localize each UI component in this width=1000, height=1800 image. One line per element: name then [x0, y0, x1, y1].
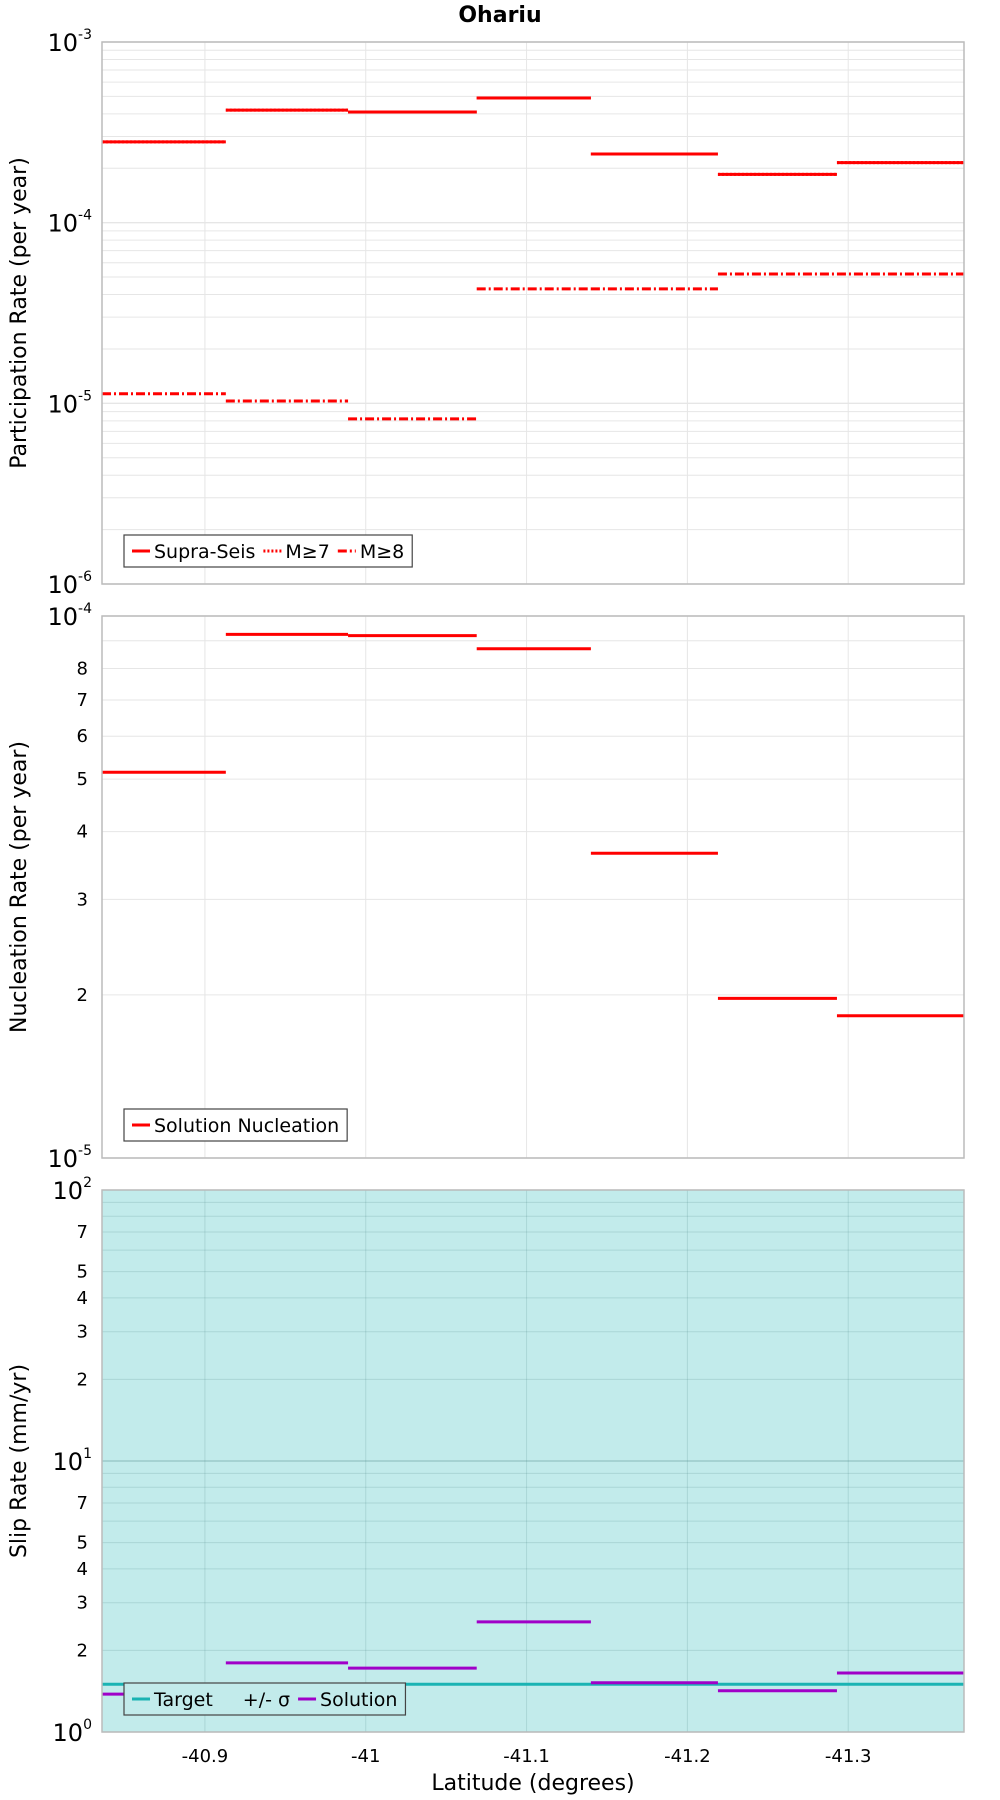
- sigma-band: [102, 1190, 964, 1732]
- y-minor-tick-label: 5: [77, 1262, 88, 1283]
- x-tick-label: -41.3: [825, 1746, 872, 1767]
- participation-rate-panel: 10-3 10-4 10-5 10-6 Participation Rate (per…: [7, 27, 965, 599]
- plot-frame: [101, 615, 965, 1159]
- x-tick-label: -41: [351, 1746, 380, 1767]
- legend: Solution Nucleation: [123, 1108, 348, 1142]
- y-minor-tick-label: 8: [77, 659, 88, 680]
- legend-label-m7: M≥7: [285, 541, 329, 563]
- legend-label-m8: M≥8: [360, 541, 404, 563]
- y-minor-tick-label: 5: [77, 769, 88, 790]
- y-tick-label: 10-6: [47, 569, 92, 599]
- y-tick-label: 10-3: [47, 27, 92, 57]
- nucleation-rate-panel: 10-4 10-5 8 7 6 5 4 3 2 Nucleation Rate (per yea…: [7, 601, 965, 1173]
- y-tick-label: 102: [53, 1175, 92, 1205]
- grid: [102, 41, 964, 585]
- y-tick-label: 100: [53, 1717, 92, 1747]
- y-minor-tick-label: 3: [77, 1593, 88, 1614]
- x-tick-labels: -40.9 -41 -41.1 -41.2 -41.3: [182, 1746, 872, 1767]
- y-tick-labels: 102 101 100 7 5 4 3 2 7 5 4 3 2: [53, 1175, 92, 1747]
- y-minor-tick-label: 2: [77, 1369, 88, 1390]
- plot-frame: [101, 1189, 965, 1733]
- y-tick-label: 10-4: [47, 208, 92, 238]
- y-tick-label: 101: [53, 1446, 92, 1476]
- sigma-band-fill: [102, 1190, 964, 1732]
- grid: [102, 1189, 964, 1733]
- y-minor-tick-label: 6: [77, 726, 88, 747]
- x-tick-label: -41.2: [664, 1746, 711, 1767]
- y-tick-labels: 10-3 10-4 10-5 10-6: [47, 27, 92, 599]
- x-tick-label: -41.1: [503, 1746, 550, 1767]
- y-minor-tick-label: 4: [77, 1559, 88, 1580]
- legend-label-solution-nucleation: Solution Nucleation: [154, 1115, 339, 1137]
- legend: Supra-Seis M≥7 M≥8: [123, 534, 413, 568]
- grid: [102, 615, 964, 1159]
- plot-frame: [101, 41, 965, 585]
- y-minor-tick-label: 2: [77, 985, 88, 1006]
- series: [102, 632, 964, 1018]
- y-tick-label: 10-5: [47, 1143, 92, 1173]
- legend-swatch-sigma: [222, 1694, 237, 1704]
- legend-label-sigma: +/- σ: [243, 1689, 290, 1711]
- y-axis-label: Slip Rate (mm/yr): [7, 1364, 32, 1558]
- y-minor-tick-label: 5: [77, 1533, 88, 1554]
- legend: Target +/- σ Solution: [123, 1682, 407, 1716]
- y-axis-label: Nucleation Rate (per year): [7, 741, 32, 1033]
- y-minor-tick-label: 7: [77, 690, 88, 711]
- y-tick-label: 10-5: [47, 388, 92, 418]
- y-minor-tick-label: 4: [77, 1288, 88, 1309]
- y-minor-tick-label: 7: [77, 1493, 88, 1514]
- y-tick-label: 10-4: [47, 601, 92, 631]
- legend-box: [123, 1682, 407, 1716]
- y-tick-labels: 10-4 10-5 8 7 6 5 4 3 2: [47, 601, 92, 1173]
- legend-label-target: Target: [153, 1689, 213, 1711]
- y-minor-tick-label: 3: [77, 889, 88, 910]
- series: [102, 96, 964, 421]
- y-minor-tick-label: 3: [77, 1322, 88, 1343]
- x-tick-label: -40.9: [182, 1746, 229, 1767]
- y-minor-tick-label: 4: [77, 822, 88, 843]
- legend-label-solution: Solution: [320, 1689, 397, 1711]
- chart-title: Ohariu: [458, 3, 541, 28]
- y-minor-tick-label: 7: [77, 1222, 88, 1243]
- y-minor-tick-label: 2: [77, 1640, 88, 1661]
- y-axis-label: Participation Rate (per year): [7, 157, 32, 469]
- x-axis-label: Latitude (degrees): [431, 1771, 634, 1796]
- legend-box: [123, 1108, 348, 1142]
- legend-label-supra-seis: Supra-Seis: [154, 541, 255, 563]
